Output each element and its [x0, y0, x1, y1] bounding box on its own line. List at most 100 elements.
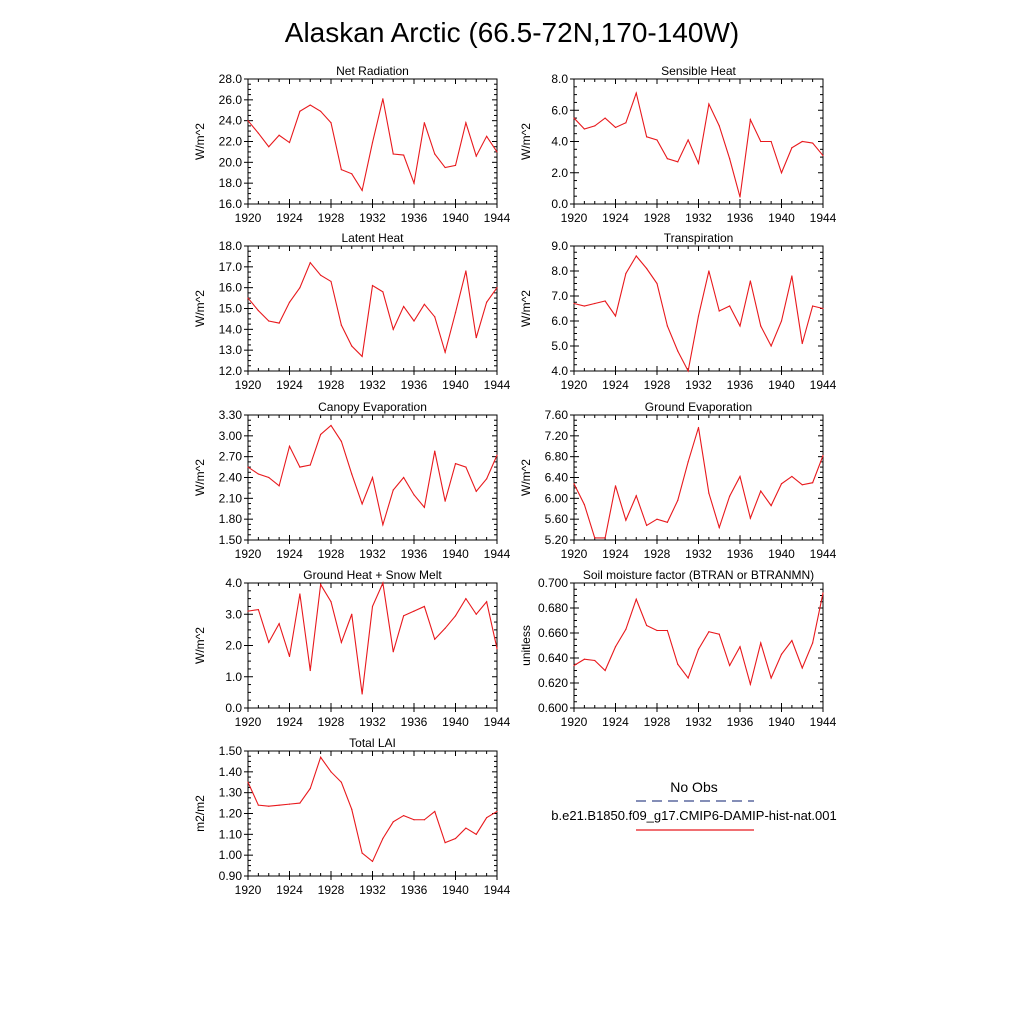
- data-point: [247, 297, 249, 299]
- data-point: [320, 274, 322, 276]
- y-axis-label: W/m^2: [193, 123, 207, 160]
- x-tick-label: 1940: [442, 211, 469, 225]
- y-tick-label: 4.0: [551, 364, 568, 378]
- panel-ground-evaporation: Ground Evaporation W/m^2 5.20 5.60 6.00 6.40 6…: [519, 400, 837, 561]
- data-point: [340, 169, 342, 171]
- y-tick-label: 2.70: [219, 450, 243, 464]
- data-point: [791, 275, 793, 277]
- data-point: [496, 810, 498, 813]
- data-point: [687, 677, 689, 679]
- panel-sensible-heat: Sensible Heat W/m^2 0.0 2.0 4.0 6.0 8.0 1920 192…: [519, 64, 837, 225]
- y-tick-label: 4.0: [551, 135, 568, 149]
- data-point: [247, 781, 249, 783]
- data-point: [604, 669, 606, 672]
- y-tick-label: 6.0: [551, 314, 568, 328]
- data-point: [309, 262, 311, 264]
- data-point: [677, 350, 679, 352]
- x-tick-label: 1932: [359, 883, 386, 897]
- plot-frame: [573, 414, 824, 541]
- data-point: [697, 426, 700, 429]
- y-tick-label: 0.0: [551, 197, 568, 211]
- data-point: [361, 852, 363, 854]
- data-point: [666, 629, 668, 632]
- data-point: [708, 103, 710, 105]
- data-point: [371, 860, 374, 863]
- y-tick-label: 14.0: [219, 322, 243, 336]
- data-point: [257, 473, 259, 475]
- x-tick-label: 1924: [276, 883, 303, 897]
- data-point: [573, 664, 575, 667]
- series-line-canopy-evaporation: [247, 424, 498, 527]
- data-point: [496, 454, 498, 456]
- y-tick-label: 9.0: [551, 239, 568, 253]
- x-tick-label: 1928: [644, 715, 671, 729]
- data-point: [268, 320, 270, 322]
- data-point: [791, 639, 793, 642]
- data-point: [434, 153, 436, 155]
- data-point: [278, 804, 280, 806]
- plot-frame: [247, 582, 498, 709]
- x-tick-label: 1928: [318, 715, 345, 729]
- data-point: [573, 302, 575, 305]
- x-tick-label: 1936: [401, 211, 428, 225]
- y-tick-label: 7.0: [551, 289, 568, 303]
- data-point: [760, 642, 762, 644]
- series-line-soil-moisture-factor-btran-or-btranmn: [573, 592, 824, 687]
- data-point: [656, 139, 658, 141]
- data-point: [413, 610, 415, 612]
- data-point: [288, 803, 291, 805]
- panel-ground-heat-snow-melt: Ground Heat + Snow Melt W/m^2 0.0 1.0 2.0 3.0…: [193, 568, 511, 729]
- data-point: [780, 483, 783, 485]
- data-point: [666, 521, 668, 523]
- x-tick-label: 1928: [318, 211, 345, 225]
- data-point: [403, 154, 405, 156]
- data-point: [423, 122, 425, 124]
- y-tick-label: 18.0: [219, 239, 243, 253]
- data-point: [361, 503, 363, 505]
- data-point: [666, 158, 668, 160]
- data-point: [309, 464, 311, 466]
- x-tick-label: 1944: [484, 883, 511, 897]
- data-point: [486, 135, 488, 137]
- data-point: [718, 633, 720, 635]
- data-point: [268, 641, 270, 643]
- data-point: [371, 284, 374, 287]
- data-point: [604, 537, 606, 539]
- x-tick-label: 1920: [235, 715, 262, 729]
- data-point: [351, 173, 353, 175]
- data-point: [475, 337, 477, 339]
- data-point: [666, 325, 668, 327]
- panel-title: Transpiration: [664, 231, 734, 245]
- panel-title: Soil moisture factor (BTRAN or BTRANMN): [583, 568, 814, 582]
- data-point: [444, 351, 446, 353]
- data-point: [486, 817, 488, 819]
- data-point: [822, 455, 824, 457]
- data-point: [656, 518, 658, 520]
- series-line-total-lai: [247, 756, 498, 863]
- x-tick-label: 1920: [235, 883, 262, 897]
- data-point: [780, 653, 783, 655]
- x-tick-label: 1932: [685, 211, 712, 225]
- x-tick-label: 1924: [276, 715, 303, 729]
- data-point: [625, 628, 627, 630]
- x-tick-label: 1928: [318, 378, 345, 392]
- data-point: [573, 483, 575, 485]
- data-point: [739, 325, 741, 327]
- data-point: [330, 280, 332, 283]
- panel-title: Total LAI: [349, 736, 396, 750]
- data-point: [361, 355, 363, 358]
- data-point: [594, 537, 596, 539]
- x-tick-label: 1924: [276, 211, 303, 225]
- y-tick-label: 8.0: [551, 72, 568, 86]
- data-point: [749, 683, 751, 685]
- data-point: [423, 605, 425, 608]
- data-point: [403, 476, 405, 479]
- data-point: [268, 146, 270, 148]
- series-line-sensible-heat: [573, 91, 824, 198]
- data-point: [770, 505, 772, 507]
- x-tick-label: 1924: [602, 378, 629, 392]
- y-tick-label: 3.0: [225, 607, 242, 621]
- plot-frame: [247, 245, 498, 372]
- data-point: [247, 120, 249, 122]
